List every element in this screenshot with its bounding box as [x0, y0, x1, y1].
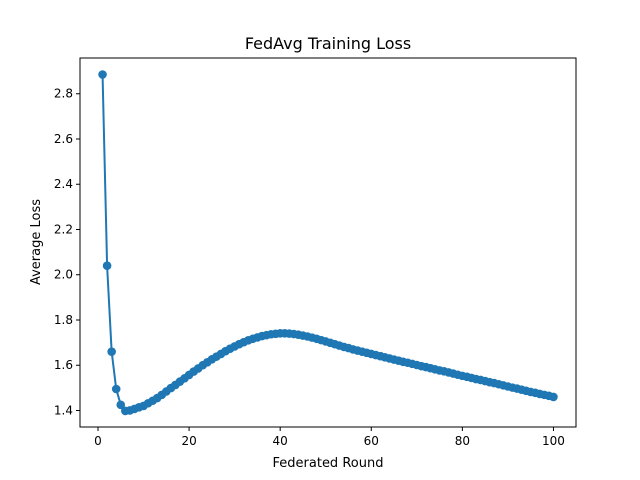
data-point	[98, 70, 107, 79]
x-tick-label: 100	[542, 434, 565, 448]
x-axis: 0 20 40 60 80 100	[94, 427, 565, 448]
y-tick-label: 1.6	[54, 358, 73, 372]
y-tick-label: 2.2	[54, 222, 73, 236]
data-point	[116, 400, 126, 410]
y-tick-label: 1.4	[54, 403, 73, 417]
y-tick-label: 2.0	[54, 268, 73, 282]
loss-series-markers	[98, 70, 558, 416]
y-axis: 1.4 1.6 1.8 2.0 2.2 2.4 2.6 2.8	[54, 87, 80, 417]
data-point	[102, 261, 112, 270]
y-tick-label: 2.6	[54, 132, 73, 146]
x-tick-label: 80	[455, 434, 470, 448]
chart-title: FedAvg Training Loss	[245, 34, 411, 53]
x-tick-label: 60	[364, 434, 379, 448]
plot-frame	[79, 57, 577, 428]
y-tick-label: 1.8	[54, 313, 73, 327]
x-tick-label: 0	[94, 434, 102, 448]
data-point	[107, 347, 116, 356]
y-tick-label: 2.8	[54, 87, 73, 101]
x-tick-label: 20	[181, 434, 196, 448]
data-point	[111, 384, 121, 394]
data-point	[549, 392, 558, 402]
y-axis-label: Average Loss	[29, 199, 44, 285]
x-axis-label: Federated Round	[273, 456, 384, 471]
x-tick-label: 40	[273, 434, 288, 448]
y-tick-label: 2.4	[54, 177, 73, 191]
